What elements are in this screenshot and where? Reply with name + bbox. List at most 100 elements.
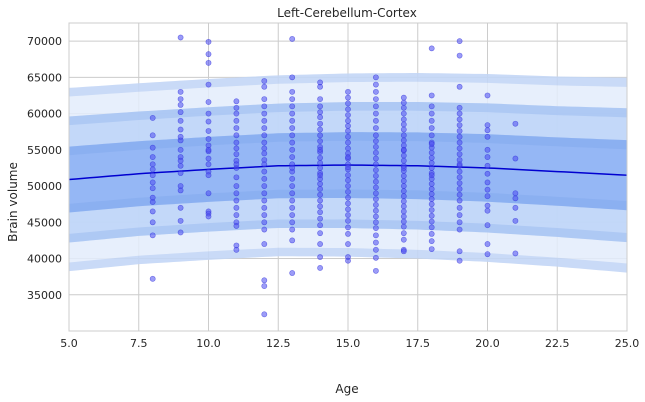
data-point [456,116,463,123]
data-point [345,194,351,201]
data-point [400,213,407,220]
data-point [456,83,463,90]
data-point [456,145,463,152]
data-point [345,112,351,118]
y-tick-label: 45000 [27,216,62,229]
y-tick-label: 55000 [27,144,62,157]
data-point [456,38,463,45]
data-point [345,177,351,184]
data-point [261,78,268,84]
data-point [261,183,268,189]
data-point [345,200,351,207]
x-tick-label: 5.0 [60,337,78,350]
data-point [289,96,296,102]
data-point [261,103,268,110]
data-point [205,38,212,45]
data-point [428,230,435,237]
data-point [512,195,519,202]
data-point [261,161,268,168]
data-point [372,254,379,261]
data-point [484,122,491,129]
data-point [177,109,184,116]
y-axis-label: Brain volume [6,162,20,242]
data-point [233,132,240,139]
data-point [400,193,407,200]
data-point [428,207,435,213]
data-point [317,254,323,260]
data-point [317,154,323,161]
data-point [261,150,268,157]
data-point [317,203,323,210]
data-point [428,110,435,117]
data-point [205,128,212,134]
data-point [261,145,268,152]
data-point [345,183,351,189]
data-point [177,117,184,124]
data-point [233,104,240,111]
data-point [289,117,296,124]
data-point [261,132,268,139]
data-point [317,230,323,237]
data-point [400,208,407,215]
data-point [317,83,323,90]
data-point [372,267,379,274]
data-point [456,151,463,158]
data-point [372,207,379,214]
data-point [428,191,435,197]
data-point [177,96,184,102]
data-point [261,96,268,102]
data-point [456,174,463,181]
data-point [456,128,463,134]
data-point [456,139,463,146]
data-point [261,277,268,284]
data-point [317,126,323,133]
data-point [345,217,351,224]
data-point [372,88,379,95]
data-point [149,161,156,168]
data-point [289,74,296,81]
data-point [400,173,407,179]
data-point [205,118,212,125]
data-point [205,172,212,179]
data-point [233,110,240,117]
data-point [233,223,240,229]
data-point [345,172,351,179]
data-point [149,166,156,173]
data-point [261,125,268,131]
data-point [289,125,296,131]
data-point [345,94,351,101]
data-point [345,257,351,264]
data-point [205,51,212,58]
data-point [345,123,351,129]
data-point [177,101,184,108]
data-point [372,202,379,208]
data-point [317,96,323,102]
data-point [345,230,351,237]
data-point [149,144,156,151]
data-point [400,116,407,123]
x-axis-ticks: 5.0 7.5 10.0 12.5 15.0 17.5 20.0 22.5 25.0 [60,337,639,350]
data-point [400,248,407,255]
x-tick-label: 20.0 [475,337,500,350]
data-point [317,209,323,216]
data-point [149,172,156,179]
data-point [233,151,240,158]
data-point [428,238,435,245]
data-point [261,226,268,233]
data-point [289,110,296,117]
data-point [372,232,379,239]
data-point [317,138,323,145]
data-point [428,92,435,99]
data-point [233,190,240,197]
data-point [317,222,323,229]
data-point [317,180,323,187]
data-point [428,246,435,253]
data-point [261,283,268,289]
data-point [512,204,519,211]
data-point [345,154,351,160]
data-point [289,139,296,146]
data-point [372,74,379,81]
data-point [233,204,240,211]
data-point [428,212,435,219]
data-point [205,110,212,117]
